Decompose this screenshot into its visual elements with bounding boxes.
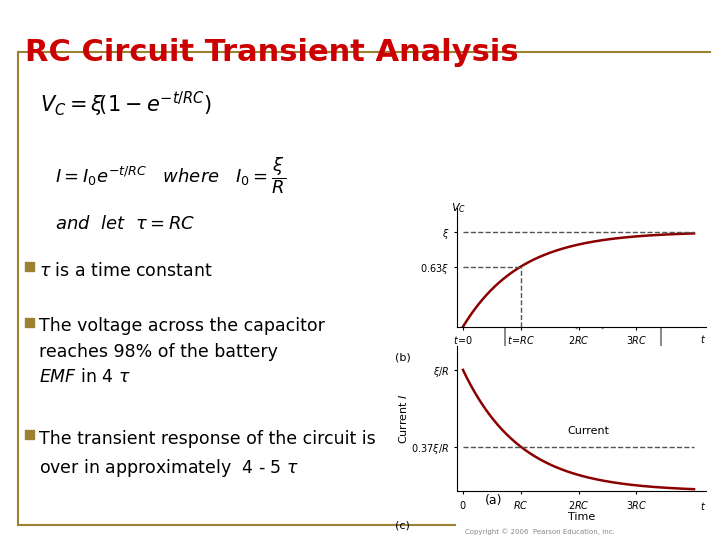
Y-axis label: Current $I$: Current $I$ <box>397 393 409 444</box>
Text: C: C <box>687 385 696 398</box>
Text: Copyright © 2006  Pearson Education, Inc.: Copyright © 2006 Pearson Education, Inc. <box>465 528 615 535</box>
Text: The transient response of the circuit is
over in approximately  4 - 5 $\tau$: The transient response of the circuit is… <box>39 430 376 479</box>
X-axis label: Time: Time <box>568 348 595 357</box>
Text: $t$: $t$ <box>700 333 706 346</box>
Text: R: R <box>584 288 593 301</box>
Text: +: + <box>474 389 485 399</box>
Text: $t$: $t$ <box>700 500 706 512</box>
Text: $\mathcal{E}$: $\mathcal{E}$ <box>518 380 528 394</box>
Text: (b): (b) <box>395 353 411 363</box>
Text: RC Circuit Transient Analysis: RC Circuit Transient Analysis <box>25 38 518 67</box>
Text: (a): (a) <box>485 494 503 508</box>
Text: $V_C$: $V_C$ <box>451 201 466 214</box>
Bar <box>25 262 34 271</box>
Text: S: S <box>585 475 593 488</box>
Text: (c): (c) <box>395 521 410 531</box>
Text: $\tau$ is a time constant: $\tau$ is a time constant <box>39 262 212 280</box>
Text: $and\ \ let\ \ \tau = RC$: $and\ \ let\ \ \tau = RC$ <box>55 215 195 233</box>
Text: $V_C = \xi\!\left(1 - e^{-t/RC}\right)$: $V_C = \xi\!\left(1 - e^{-t/RC}\right)$ <box>40 90 212 119</box>
Text: Current: Current <box>567 426 609 436</box>
Bar <box>25 430 34 439</box>
Text: -: - <box>477 373 482 386</box>
Text: The voltage across the capacitor
reaches 98% of the battery
$EMF$ in 4 $\tau$: The voltage across the capacitor reaches… <box>39 317 325 387</box>
Text: $I = I_0 e^{-t/RC}$   where   $I_0 = \dfrac{\xi}{R}$: $I = I_0 e^{-t/RC}$ where $I_0 = \dfrac{… <box>55 155 286 195</box>
Bar <box>25 318 34 327</box>
X-axis label: Time: Time <box>568 512 595 522</box>
